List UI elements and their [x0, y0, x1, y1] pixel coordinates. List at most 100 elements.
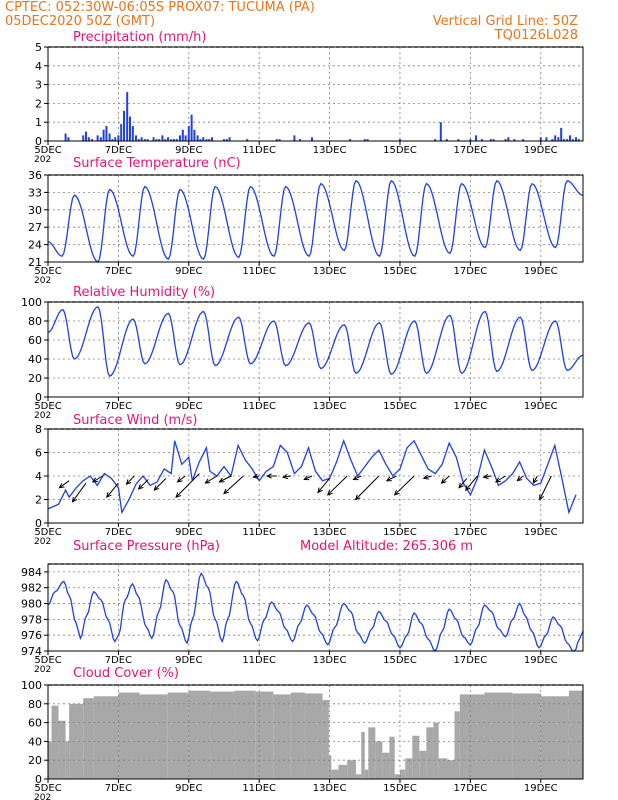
precip-bar [299, 139, 302, 141]
x-tick-label: 11DEC [242, 783, 276, 794]
precip-bar [457, 139, 460, 141]
precip-bar [310, 137, 313, 141]
precip-bar [108, 133, 111, 141]
y-tick-label: 3 [35, 79, 42, 92]
x-tick-label: 5DEC [34, 527, 61, 538]
x-tick-label: 19DEC [524, 527, 558, 538]
y-tick-label: 40 [28, 735, 42, 748]
precip-bar [102, 129, 105, 141]
precip-bar [111, 139, 114, 141]
plot-area-precip [48, 47, 583, 141]
precip-bar [492, 139, 495, 141]
x-tick-label: 15DEC [383, 401, 417, 412]
wind-arrow [205, 475, 218, 484]
precip-bar [560, 127, 563, 141]
y-tick-label: 974 [21, 645, 42, 658]
wind-arrow-head [303, 475, 310, 481]
wind-arrow [355, 475, 380, 500]
x-tick-label: 15DEC [383, 783, 417, 794]
wind-arrow-head [494, 477, 501, 483]
cloud-bar [93, 696, 119, 779]
y-tick-label: 978 [21, 613, 42, 626]
precip-bar [120, 124, 123, 141]
precip-bar [577, 139, 580, 141]
run-code: TQ0126L028 [494, 28, 578, 43]
y-tick-label: 4 [35, 60, 42, 73]
precip-bar [199, 139, 202, 141]
precip-bar [123, 110, 126, 141]
y-tick-label: 4 [35, 470, 42, 483]
y-tick-label: 80 [28, 698, 42, 711]
x-year-stub: 202 [34, 537, 51, 547]
precip-bar [187, 125, 190, 141]
wind-arrow [532, 475, 538, 484]
precip-bar [170, 139, 173, 141]
wind-arrow [304, 475, 313, 480]
cloud-bar [355, 774, 362, 779]
wind-arrow [458, 478, 468, 489]
cloud-bar [273, 694, 291, 779]
cloud-bar [65, 741, 70, 779]
wind-arrow [223, 475, 244, 494]
panel-title: Relative Humidity (%) [73, 285, 215, 300]
x-tick-label: 13DEC [313, 401, 347, 412]
precip-bar [398, 139, 401, 141]
precip-bar [96, 135, 99, 141]
x-tick-label: 13DEC [313, 145, 347, 156]
precip-bar [131, 125, 134, 141]
wind-arrow [219, 475, 232, 483]
precip-bar [554, 135, 557, 141]
cloud-bar [255, 691, 274, 779]
y-tick-label: 21 [28, 256, 42, 269]
wind-arrow [317, 478, 330, 493]
precip-bar [190, 114, 193, 141]
x-tick-label: 11DEC [242, 655, 276, 666]
wind-arrow [153, 477, 167, 491]
precip-bar [99, 137, 102, 141]
header-line-1: CPTEC: 052:30W-06:05S PROX07: TUCUMA (PA… [5, 0, 315, 15]
panel-temp: 21 24 27 30 33 36 5DEC 7DEC 9DEC 11DEC 13DEC 15DEC 1… [28, 156, 584, 286]
cloud-bar [83, 698, 94, 779]
precip-bar [90, 139, 93, 141]
x-tick-label: 19DEC [524, 145, 558, 156]
precip-bar [434, 139, 437, 141]
x-tick-label: 17DEC [454, 145, 488, 156]
precip-bar [363, 139, 366, 141]
precip-bar [348, 139, 351, 141]
wind-arrow-head [422, 474, 429, 480]
wind-arrow-head [137, 484, 144, 490]
pressure-line [47, 572, 584, 653]
wind-arrow [283, 475, 291, 478]
cloud-bar [58, 720, 66, 779]
x-tick-label: 5DEC [34, 266, 61, 277]
precip-bar [545, 137, 548, 141]
cloud-bar [118, 692, 140, 779]
y-tick-label: 976 [21, 629, 42, 642]
wind-arrow-head [106, 492, 112, 499]
wind-arrow [441, 475, 450, 484]
precip-bar [173, 139, 176, 141]
panel-title: Surface Temperature (nC) [73, 156, 241, 171]
cloud-bar [322, 700, 329, 779]
cloud-bar [394, 774, 400, 779]
panel-title: Surface Wind (m/s) [73, 413, 197, 428]
x-tick-label: 9DEC [175, 266, 202, 277]
y-tick-label: 60 [28, 717, 42, 730]
precip-bar [246, 139, 249, 141]
x-tick-label: 5DEC [34, 655, 61, 666]
precip-bar [155, 139, 158, 141]
y-tick-label: 2 [35, 97, 42, 110]
wind-arrow-head [393, 489, 400, 496]
wind-arrow-head [352, 475, 359, 481]
wind-arrow [483, 475, 492, 478]
precip-bar [193, 129, 196, 141]
panel-rh: 0 20 40 60 80 100 5DEC 7DEC 9DEC 11DEC 13DEC 15DEC 1… [21, 285, 584, 421]
precip-bar [114, 137, 117, 141]
x-tick-label: 13DEC [313, 527, 347, 538]
y-tick-label: 20 [28, 372, 42, 385]
panel-title: Precipitation (mm/h) [73, 30, 206, 45]
precip-bar [161, 135, 164, 141]
x-tick-label: 15DEC [383, 527, 417, 538]
precip-bar [143, 139, 146, 141]
